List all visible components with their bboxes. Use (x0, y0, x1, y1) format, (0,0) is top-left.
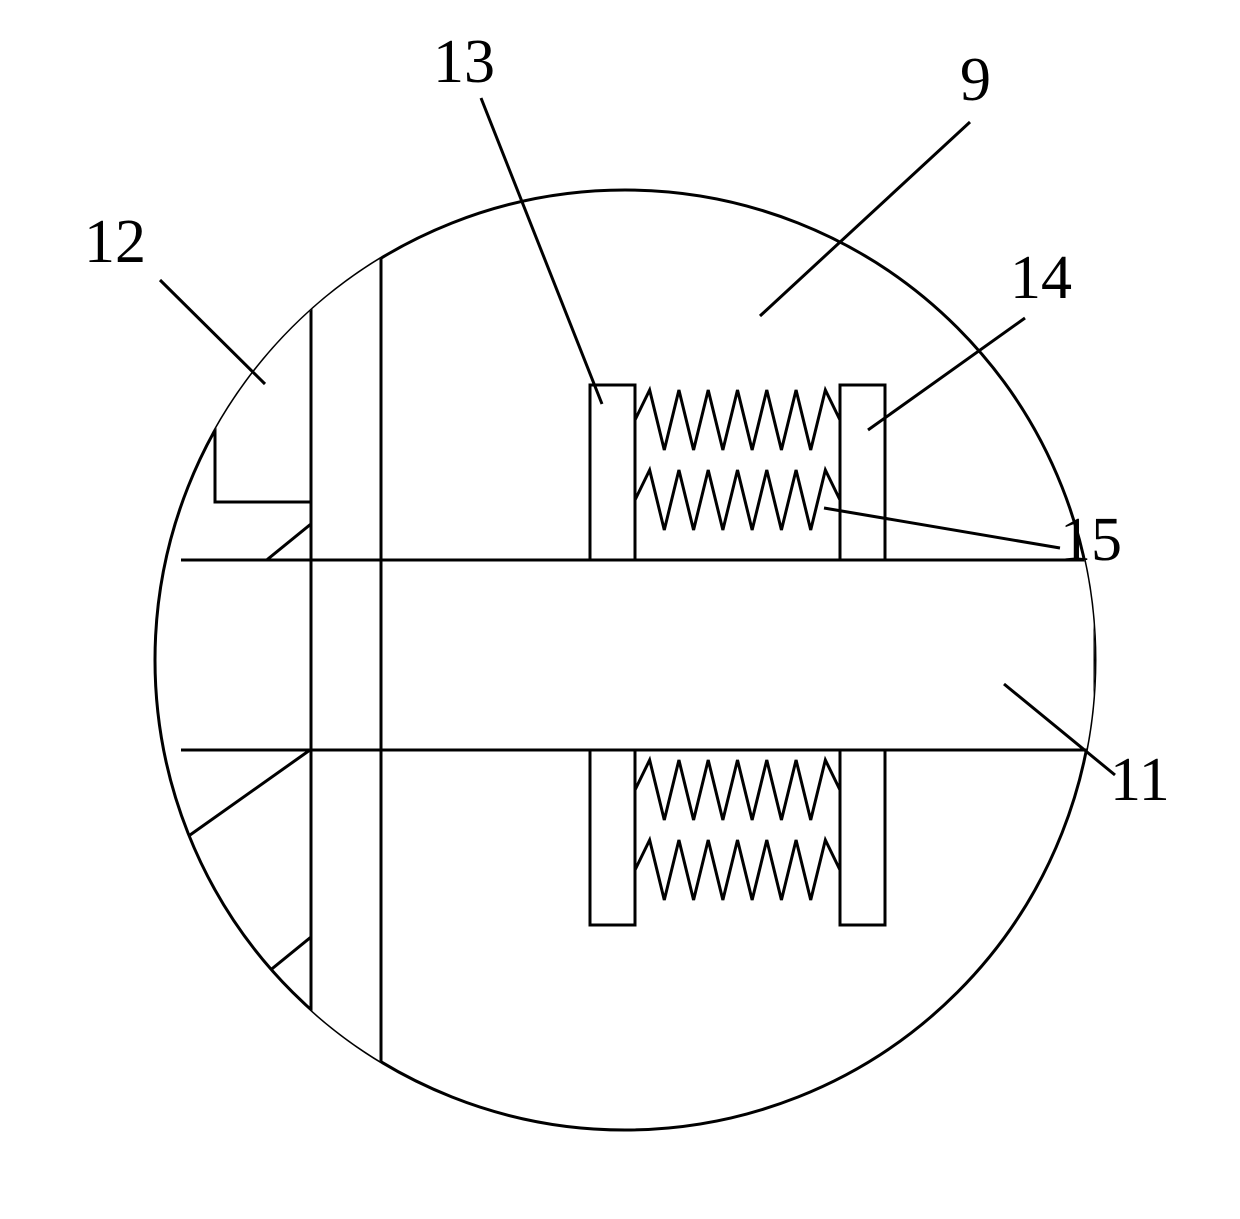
callout-label-9: 9 (960, 46, 991, 114)
spring-upper-0 (635, 390, 840, 450)
callout-line-14 (868, 318, 1025, 430)
bracket-body (215, 286, 311, 502)
post-lower-left (590, 750, 635, 925)
interior (181, 204, 1095, 1124)
callout-label-12: 12 (84, 208, 146, 276)
hatch-line-3 (322, 1075, 381, 1124)
callout-line-13 (481, 98, 602, 404)
callout-label-13: 13 (433, 28, 495, 96)
hatch-line-1 (190, 750, 310, 835)
post-upper-right (840, 385, 885, 560)
callout-line-12 (160, 280, 265, 384)
post-lower-right (840, 750, 885, 925)
spring-lower-0 (635, 760, 840, 820)
spring-lower-1 (635, 840, 840, 900)
horizontal-bar-fill (181, 560, 1095, 750)
callout-label-11: 11 (1110, 746, 1170, 814)
bracket-notch (215, 218, 311, 256)
callout-label-15: 15 (1060, 506, 1122, 574)
spring-upper-1 (635, 470, 840, 530)
post-upper-left (590, 385, 635, 560)
callout-label-14: 14 (1010, 244, 1072, 312)
